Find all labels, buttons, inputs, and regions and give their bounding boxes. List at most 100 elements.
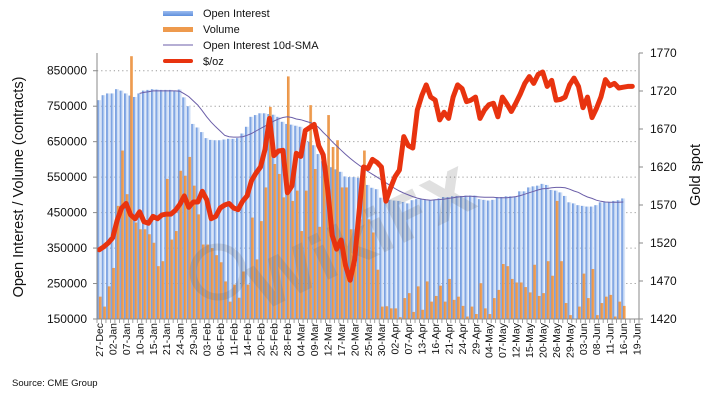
open-interest-bar [446, 196, 451, 319]
open-interest-bar [141, 90, 146, 319]
left-tick-label: 750000 [47, 99, 87, 113]
legend-label-volume: Volume [203, 24, 240, 36]
x-tick-label: 14-Feb [242, 323, 254, 356]
open-interest-bar [213, 140, 218, 319]
volume-bar [461, 305, 465, 319]
volume-bar [295, 190, 299, 319]
open-interest-bar [146, 89, 151, 319]
volume-bar [448, 278, 451, 319]
open-interest-bar [155, 89, 160, 319]
volume-bar [300, 231, 304, 319]
volume-bar [497, 289, 501, 319]
x-tick-label: 11-Jun [605, 323, 617, 354]
open-interest-bar [518, 191, 523, 319]
open-interest-bar [522, 191, 527, 319]
volume-bar [524, 287, 528, 319]
volume-bar [376, 269, 380, 319]
right-axis-title: Gold spot [688, 144, 704, 206]
legend-item-sma: Open Interest 10d-SMA [163, 40, 319, 52]
open-interest-bar [253, 115, 258, 319]
volume-bar [197, 214, 201, 319]
open-interest-bar [401, 201, 406, 319]
open-interest-bar [545, 184, 549, 319]
volume-bar [157, 266, 160, 319]
volume-bar [345, 187, 348, 319]
x-tick-label: 16-Apr [430, 322, 442, 354]
volume-bar [475, 314, 478, 319]
watermark-logo-icon [189, 243, 247, 301]
volume-bar [192, 185, 196, 319]
open-interest-bar [451, 196, 455, 319]
volume-bar [425, 281, 429, 319]
open-interest-bar [298, 126, 303, 320]
open-interest-bar [258, 113, 263, 319]
x-tick-label: 04-Mar [296, 323, 308, 357]
volume-bar [134, 222, 138, 319]
volume-bar [564, 303, 568, 319]
x-tick-label: 15-Jan [148, 323, 160, 355]
x-tick-label: 13-Apr [417, 322, 429, 354]
volume-bar [363, 150, 366, 319]
right-tick-label: 1720 [650, 84, 677, 98]
open-interest-bar [531, 186, 536, 319]
x-tick-label: 06-Feb [215, 323, 227, 356]
open-interest-bar [527, 187, 532, 319]
open-interest-bar [437, 198, 442, 319]
x-tick-label: 02-Apr [390, 322, 402, 354]
volume-bar [479, 283, 483, 319]
open-interest-bar [459, 195, 464, 319]
x-tick-label: 15-May [524, 322, 536, 358]
volume-bar [501, 264, 505, 319]
open-interest-bar [159, 89, 164, 319]
legend: Open Interest Volume Open Interest 10d-S… [163, 8, 319, 68]
open-interest-bar [621, 198, 626, 319]
volume-bar [228, 301, 232, 319]
open-interest-bar [442, 196, 446, 319]
volume-bar [237, 297, 241, 319]
x-tick-label: 30-Mar [376, 323, 388, 357]
volume-bar [251, 217, 254, 319]
open-interest-bar [115, 89, 119, 320]
right-tick-label: 1420 [650, 312, 677, 326]
open-interest-bar [603, 201, 608, 319]
x-tick-label: 21-Jan [161, 323, 173, 355]
open-interest-bar [616, 200, 621, 319]
volume-bar [421, 309, 425, 319]
left-tick-label: 150000 [47, 312, 87, 326]
volume-bar [439, 285, 442, 319]
volume-bar [125, 194, 129, 319]
x-tick-label: 21-Apr [443, 322, 455, 354]
volume-bar [282, 197, 286, 319]
volume-bar [484, 308, 487, 319]
volume-bar [260, 221, 263, 319]
volume-bar [322, 173, 326, 319]
volume-bar [609, 294, 613, 319]
volume-bar [367, 219, 371, 319]
x-tick-label: 24-Jan [175, 323, 187, 355]
x-tick-label: 11-Feb [228, 323, 240, 356]
open-interest-bar [106, 93, 110, 319]
open-interest-bar [562, 195, 567, 319]
volume-bar [143, 229, 147, 319]
volume-bar [510, 278, 514, 319]
open-interest-bar [428, 200, 433, 319]
volume-bar [215, 255, 219, 319]
volume-bar [161, 261, 165, 319]
volume-bar [528, 292, 532, 319]
volume-bar [546, 261, 550, 319]
volume-bar [542, 293, 545, 319]
volume-bar [555, 200, 559, 319]
open-interest-bar [173, 90, 178, 319]
x-tick-label: 28-Feb [282, 323, 294, 356]
x-tick-label: 26-May [551, 322, 563, 358]
open-interest-bar [419, 199, 424, 319]
open-interest-bar [204, 138, 209, 319]
x-tick-label: 12-May [511, 322, 523, 358]
source-note: Source: CME Group [12, 378, 98, 389]
open-interest-bar [486, 200, 491, 319]
open-interest-bar [455, 195, 460, 319]
volume-bar [596, 315, 599, 319]
volume-bar [304, 190, 308, 319]
volume-bar [242, 271, 245, 319]
right-tick-label: 1670 [650, 122, 677, 136]
